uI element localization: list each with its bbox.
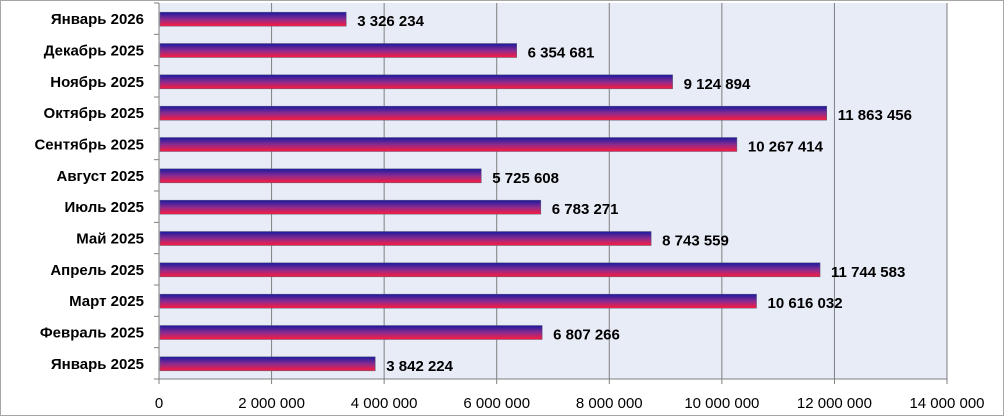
category-label: Ноябрь 2025 — [50, 74, 144, 91]
x-tick-label: 2 000 000 — [238, 395, 305, 412]
category-label: Январь 2025 — [51, 356, 144, 373]
x-tick-label: 10 000 000 — [684, 395, 759, 412]
bars — [159, 11, 827, 372]
data-label: 5 725 608 — [492, 170, 559, 187]
category-label: Апрель 2025 — [50, 262, 144, 279]
bar — [159, 168, 482, 184]
axes — [154, 2, 947, 380]
data-label: 3 326 234 — [357, 13, 424, 30]
value-labels: 3 326 234 6 354 681 9 124 894 11 863 456 10 … — [357, 13, 912, 375]
bar — [159, 74, 673, 90]
data-label: 8 743 559 — [662, 233, 729, 250]
bar — [159, 199, 542, 215]
bar — [159, 231, 652, 246]
data-label: 10 267 414 — [748, 139, 824, 156]
bar — [159, 137, 738, 152]
category-label: Июль 2025 — [64, 199, 144, 216]
data-label: 6 783 271 — [552, 201, 619, 218]
category-labels: Январь 2026 Декабрь 2025 Ноябрь 2025 Октябр… — [34, 11, 144, 373]
data-label: 6 807 266 — [553, 327, 620, 344]
category-label: Февраль 2025 — [40, 325, 144, 342]
x-tick-label: 14 000 000 — [909, 395, 984, 412]
category-label: Январь 2026 — [51, 11, 144, 28]
bar — [159, 293, 757, 309]
data-label: 10 616 032 — [768, 295, 843, 312]
x-tick-label: 4 000 000 — [351, 395, 418, 412]
bar — [159, 325, 543, 340]
category-label: Сентябрь 2025 — [34, 137, 144, 154]
plot-area — [159, 3, 947, 379]
data-label: 11 863 456 — [838, 107, 912, 124]
gridlines — [158, 3, 948, 384]
data-label: 6 354 681 — [528, 45, 595, 62]
x-tick-labels: 0 2 000 000 4 000 000 6 000 000 8 000 000 10 … — [155, 395, 985, 412]
x-tick-label: 8 000 000 — [576, 395, 643, 412]
x-tick-label: 12 000 000 — [797, 395, 872, 412]
category-label: Май 2025 — [76, 231, 144, 248]
bar — [159, 356, 376, 372]
bar — [159, 105, 827, 121]
data-label: 3 842 224 — [386, 358, 453, 375]
category-label: Октябрь 2025 — [44, 105, 144, 122]
bar — [159, 43, 517, 58]
x-tick-label: 0 — [155, 395, 163, 412]
category-label: Декабрь 2025 — [44, 43, 144, 60]
bar — [159, 262, 821, 278]
x-tick-label: 6 000 000 — [463, 395, 530, 412]
category-label: Август 2025 — [57, 168, 145, 185]
data-label: 9 124 894 — [684, 76, 751, 93]
data-label: 11 744 583 — [831, 264, 905, 281]
bar — [159, 11, 347, 27]
category-label: Март 2025 — [69, 293, 144, 310]
